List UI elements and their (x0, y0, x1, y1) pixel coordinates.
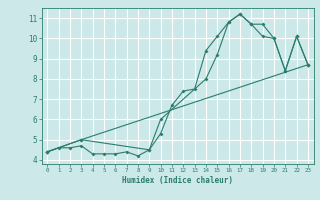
X-axis label: Humidex (Indice chaleur): Humidex (Indice chaleur) (122, 176, 233, 185)
